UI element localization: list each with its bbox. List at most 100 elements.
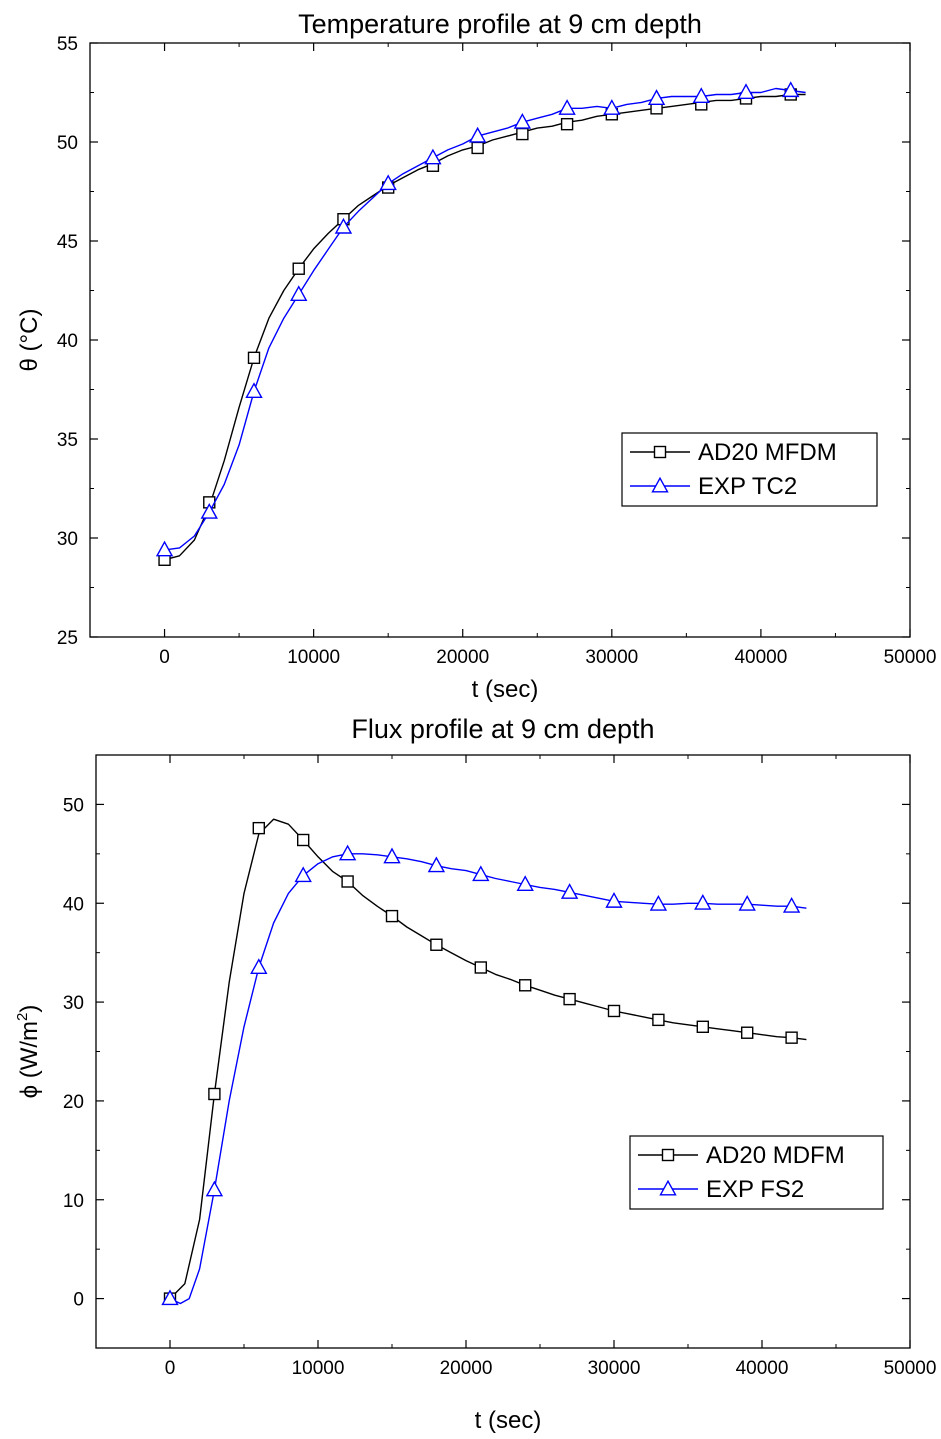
x-tick-label: 30000 — [585, 647, 638, 668]
y-tick-label: 45 — [57, 232, 78, 253]
data-point-square — [247, 351, 261, 365]
x-tick-label: 10000 — [292, 1358, 345, 1379]
x-tick-label: 40000 — [736, 1358, 789, 1379]
x-tick-label: 0 — [165, 1358, 176, 1379]
data-point-triangle — [290, 285, 308, 302]
legend-marker-square — [661, 1148, 675, 1162]
series-line — [169, 818, 807, 1300]
data-point-triangle — [605, 892, 623, 908]
legend-marker-triangle — [651, 476, 669, 493]
chart-title: Flux profile at 9 cm depth — [351, 714, 654, 744]
data-point-triangle — [560, 883, 579, 899]
data-point-triangle — [424, 148, 442, 165]
x-axis-label: t (sec) — [472, 676, 539, 703]
legend-box — [621, 432, 878, 507]
chart-title: Temperature profile at 9 cm depth — [298, 9, 702, 39]
data-point-square — [474, 961, 487, 974]
y-axis-label-main: θ (°C) — [16, 309, 43, 372]
series-line — [169, 853, 807, 1305]
y-tick-label: 20 — [63, 1092, 84, 1113]
data-point-triangle — [245, 382, 263, 399]
x-tick-label: 30000 — [588, 1358, 641, 1379]
data-point-square — [696, 1020, 709, 1033]
legend-box — [629, 1135, 884, 1210]
data-point-square — [297, 833, 310, 847]
x-tick-label: 20000 — [440, 1358, 493, 1379]
legend: AD20 MDFM EXP FS2 — [629, 1135, 884, 1210]
data-point-triangle — [205, 1180, 224, 1197]
y-tick-label: 50 — [63, 795, 84, 816]
x-axis-label: t (sec) — [475, 1407, 542, 1434]
series-0 — [163, 818, 807, 1305]
data-point-triangle — [516, 875, 534, 892]
data-point-triangle — [338, 844, 357, 861]
data-point-triangle — [200, 503, 218, 519]
data-point-triangle — [472, 865, 490, 882]
y-tick-label: 0 — [73, 1290, 84, 1311]
data-point-square — [563, 992, 576, 1006]
data-point-triangle — [294, 866, 312, 883]
data-point-square — [560, 117, 574, 131]
data-point-square — [430, 938, 443, 951]
data-point-triangle — [782, 896, 801, 913]
legend-label: EXP TC2 — [698, 473, 797, 500]
data-point-triangle — [738, 894, 756, 911]
y-tick-label: 30 — [57, 529, 78, 550]
data-point-triangle — [161, 1289, 179, 1306]
data-point-square — [741, 1026, 754, 1039]
x-tick-label: 20000 — [436, 647, 489, 668]
data-point-square — [385, 909, 399, 923]
data-point-triangle — [427, 856, 446, 873]
data-point-triangle — [603, 99, 621, 115]
data-point-triangle — [513, 112, 532, 129]
series-1 — [155, 81, 806, 557]
data-point-square — [341, 875, 354, 888]
y-tick-label: 10 — [63, 1191, 84, 1212]
y-tick-label: 35 — [57, 430, 78, 451]
data-point-square — [208, 1087, 221, 1101]
x-tick-label: 50000 — [884, 647, 937, 668]
data-point-triangle — [694, 893, 712, 910]
y-tick-label: 40 — [57, 331, 78, 352]
data-point-triangle — [155, 540, 174, 557]
legend-label: EXP FS2 — [706, 1176, 804, 1203]
data-point-square — [519, 979, 532, 992]
data-point-square — [252, 821, 266, 835]
data-point-triangle — [692, 87, 710, 104]
y-tick-label: 50 — [57, 133, 78, 154]
data-point-triangle — [383, 847, 401, 864]
data-point-triangle — [558, 99, 576, 115]
plot-frame — [89, 42, 911, 638]
legend-marker-triangle — [659, 1179, 677, 1196]
y-axis-label: θ (°C) — [16, 309, 43, 372]
x-tick-label: 40000 — [734, 647, 787, 668]
y-axis-label: ϕ (W/m2) — [14, 1005, 43, 1099]
data-point-triangle — [379, 174, 397, 191]
data-point-triangle — [250, 958, 268, 975]
y-axis-label-main: ϕ (W/m — [16, 1021, 43, 1098]
data-point-triangle — [468, 126, 487, 143]
data-point-square — [652, 1013, 665, 1027]
plot-frame — [95, 754, 911, 1349]
y-tick-label: 55 — [57, 34, 78, 55]
y-tick-label: 30 — [63, 993, 84, 1014]
data-point-square — [471, 141, 484, 155]
series-1 — [161, 844, 807, 1306]
y-axis-label-superscript: 2 — [14, 1013, 31, 1021]
data-point-triangle — [782, 81, 800, 98]
data-point-square — [785, 1031, 798, 1044]
y-tick-label: 25 — [57, 628, 78, 649]
data-point-triangle — [647, 89, 666, 105]
y-axis-label-tail: ) — [16, 1005, 43, 1013]
data-point-square — [607, 1004, 621, 1018]
data-point-square — [516, 127, 529, 141]
y-tick-label: 40 — [63, 894, 84, 915]
legend-marker-square — [653, 445, 667, 459]
data-point-triangle — [737, 83, 755, 100]
data-point-triangle — [334, 217, 353, 234]
legend-label: AD20 MFDM — [698, 439, 837, 466]
temperature-chart: Temperature profile at 9 cm depth 0 10000 2… — [16, 9, 936, 703]
legend: AD20 MFDM EXP TC2 — [621, 432, 878, 507]
